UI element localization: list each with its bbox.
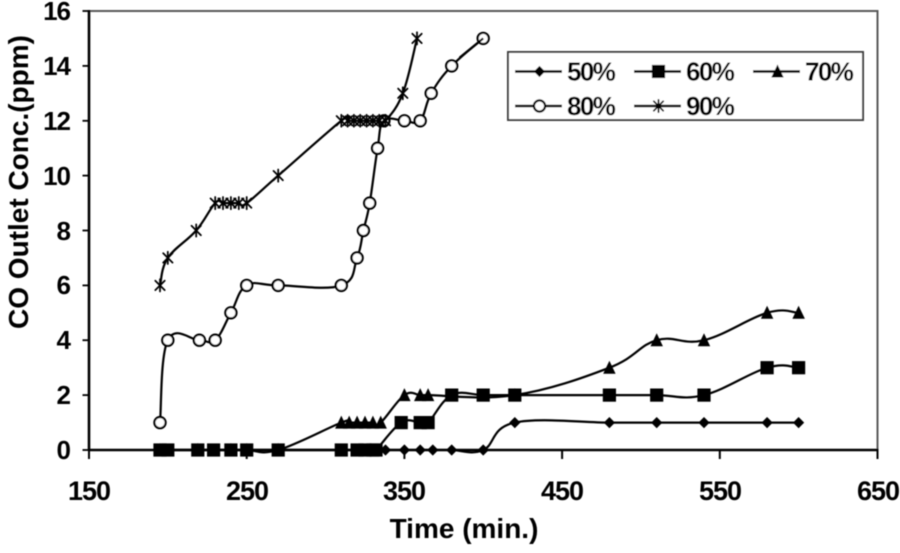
- svg-text:0: 0: [57, 435, 71, 465]
- svg-text:8: 8: [57, 216, 71, 246]
- svg-text:CO Outlet Conc.(ppm): CO Outlet Conc.(ppm): [3, 35, 34, 329]
- svg-text:450: 450: [541, 476, 583, 506]
- svg-text:Time (min.): Time (min.): [390, 513, 539, 544]
- svg-text:60%: 60%: [686, 57, 735, 87]
- svg-text:80%: 80%: [567, 91, 616, 121]
- svg-text:2: 2: [57, 380, 71, 410]
- svg-text:250: 250: [226, 476, 268, 506]
- svg-text:14: 14: [43, 51, 71, 81]
- svg-text:10: 10: [43, 161, 70, 191]
- svg-text:6: 6: [57, 270, 71, 300]
- svg-text:650: 650: [857, 476, 899, 506]
- svg-text:350: 350: [383, 476, 425, 506]
- svg-text:90%: 90%: [686, 91, 735, 121]
- svg-text:150: 150: [68, 476, 110, 506]
- svg-text:70%: 70%: [805, 57, 854, 87]
- svg-text:50%: 50%: [567, 57, 616, 87]
- svg-text:550: 550: [699, 476, 741, 506]
- svg-text:16: 16: [43, 0, 70, 26]
- svg-text:4: 4: [57, 325, 72, 355]
- svg-text:12: 12: [43, 106, 70, 136]
